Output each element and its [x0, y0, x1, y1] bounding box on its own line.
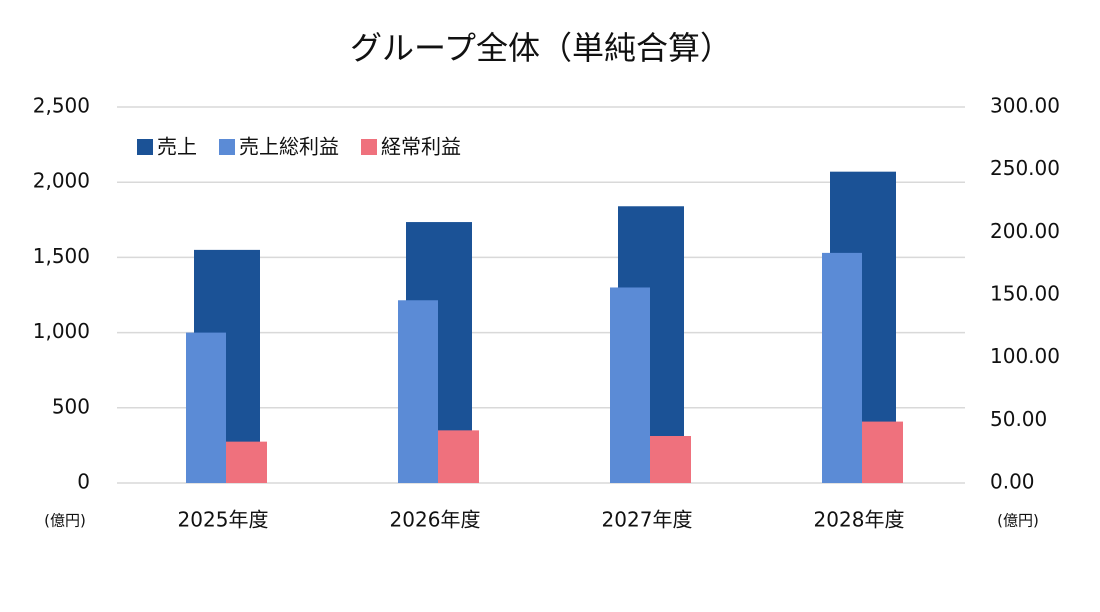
legend-swatch: [361, 139, 377, 155]
y2-tick-label: 100.00: [990, 344, 1060, 368]
y2-tick-label: 300.00: [990, 94, 1060, 118]
bar: [650, 436, 691, 483]
chart-title: グループ全体（単純合算）: [350, 29, 732, 67]
y-unit: (億円): [44, 512, 86, 530]
x-tick-label: 2028年度: [814, 508, 905, 532]
x-tick-label: 2027年度: [602, 508, 693, 532]
y-tick-label: 1,500: [33, 244, 90, 268]
y2-tick-label: 50.00: [990, 407, 1047, 431]
legend-label: 経常利益: [381, 135, 461, 159]
legend-label: 売上総利益: [239, 135, 339, 159]
y2-tick-label: 200.00: [990, 219, 1060, 243]
y2-unit: (億円): [997, 512, 1039, 530]
legend-label: 売上: [157, 135, 197, 159]
y-tick-label: 0: [77, 470, 90, 494]
y-tick-label: 2,500: [33, 94, 90, 118]
bar: [186, 332, 226, 483]
bar: [398, 300, 438, 483]
x-tick-label: 2026年度: [390, 508, 481, 532]
bar: [226, 441, 267, 483]
legend-swatch: [219, 139, 235, 155]
y2-tick-label: 0.00: [990, 470, 1035, 494]
y-tick-label: 500: [52, 394, 90, 418]
y2-tick-label: 250.00: [990, 156, 1060, 180]
x-tick-label: 2025年度: [178, 508, 269, 532]
bar: [862, 421, 903, 483]
bar: [610, 287, 650, 483]
bar: [438, 430, 479, 483]
legend-swatch: [137, 139, 153, 155]
y2-tick-label: 150.00: [990, 282, 1060, 306]
y-tick-label: 2,000: [33, 169, 90, 193]
y-tick-label: 1,000: [33, 319, 90, 343]
bar: [822, 252, 862, 483]
